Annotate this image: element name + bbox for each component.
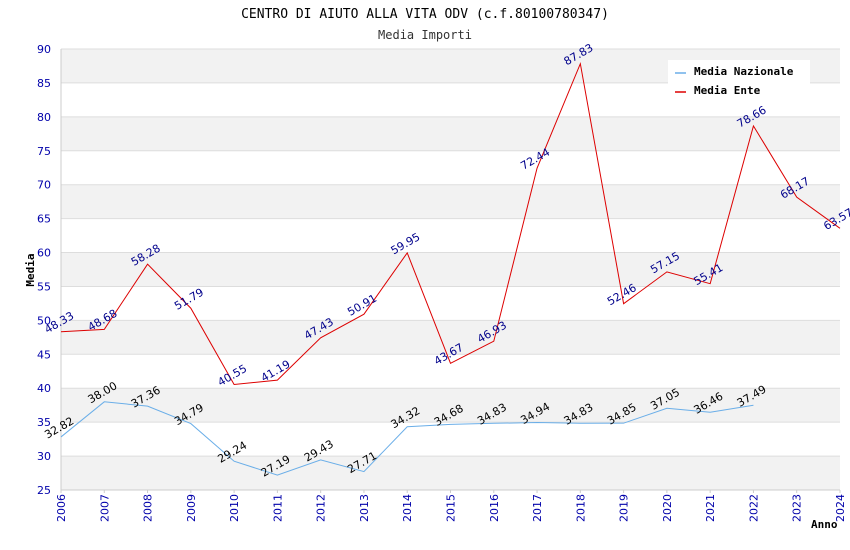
series-line-media-ente xyxy=(60,61,841,386)
y-tick-label: 80 xyxy=(37,111,51,124)
y-tick-label: 55 xyxy=(37,280,51,293)
x-tick-label: 2013 xyxy=(358,494,371,522)
y-tick-label: 25 xyxy=(37,484,51,497)
data-label-media-ente: 40.55 xyxy=(215,362,249,389)
x-tick-label: 2010 xyxy=(228,494,241,522)
legend: Media Nazionale Media Ente xyxy=(668,60,810,102)
y-axis-label: Media xyxy=(24,253,37,286)
x-tick-label: 2014 xyxy=(401,494,414,522)
y-tick-label: 70 xyxy=(37,179,51,192)
x-tick-label: 2022 xyxy=(747,494,760,522)
y-tick-label: 40 xyxy=(37,382,51,395)
y-tick-label: 75 xyxy=(37,145,51,158)
x-axis-label: Anno xyxy=(811,518,838,531)
x-tick-labels: 2006 2007 2008 2009 2010 2011 2012 2013 2014 2015… xyxy=(55,490,847,522)
y-tick-label: 85 xyxy=(37,77,51,90)
y-tick-label: 35 xyxy=(37,416,51,429)
series-line-media-nazionale xyxy=(60,401,754,476)
chart-subtitle: Media Importi xyxy=(378,28,472,42)
x-tick-label: 2024 xyxy=(834,494,847,522)
y-tick-label: 50 xyxy=(37,314,51,327)
data-label-media-ente: 51.79 xyxy=(172,286,206,313)
series-lines xyxy=(60,61,841,476)
grid-band xyxy=(61,320,840,355)
x-tick-label: 2012 xyxy=(315,494,328,522)
x-tick-label: 2019 xyxy=(618,494,631,522)
y-tick-label: 45 xyxy=(37,348,51,361)
x-tick-label: 2020 xyxy=(661,494,674,522)
legend-label-media-nazionale: Media Nazionale xyxy=(694,65,794,78)
grid-band xyxy=(61,252,840,287)
x-tick-label: 2007 xyxy=(98,494,111,522)
x-tick-label: 2011 xyxy=(271,494,284,522)
y-tick-label: 60 xyxy=(37,247,51,260)
y-tick-label: 65 xyxy=(37,213,51,226)
x-tick-label: 2023 xyxy=(791,494,804,522)
x-tick-label: 2021 xyxy=(704,494,717,522)
legend-label-media-ente: Media Ente xyxy=(694,84,761,97)
x-tick-label: 2017 xyxy=(531,494,544,522)
x-tick-label: 2018 xyxy=(574,494,587,522)
x-tick-label: 2006 xyxy=(55,494,68,522)
x-tick-label: 2016 xyxy=(488,494,501,522)
grid-band xyxy=(61,116,840,151)
y-tick-labels: 25 30 35 40 45 50 55 60 65 70 75 80 85 90 xyxy=(37,43,51,497)
legend-box xyxy=(668,60,810,102)
grid-band xyxy=(61,184,840,219)
x-tick-label: 2009 xyxy=(185,494,198,522)
x-tick-label: 2015 xyxy=(445,494,458,522)
grid-band xyxy=(61,456,840,490)
y-tick-label: 30 xyxy=(37,450,51,463)
grid-bands xyxy=(61,49,840,490)
grid-band xyxy=(61,388,840,423)
x-tick-label: 2008 xyxy=(142,494,155,522)
chart-title: CENTRO DI AIUTO ALLA VITA ODV (c.f.80100… xyxy=(241,7,609,22)
y-tick-label: 90 xyxy=(37,43,51,56)
